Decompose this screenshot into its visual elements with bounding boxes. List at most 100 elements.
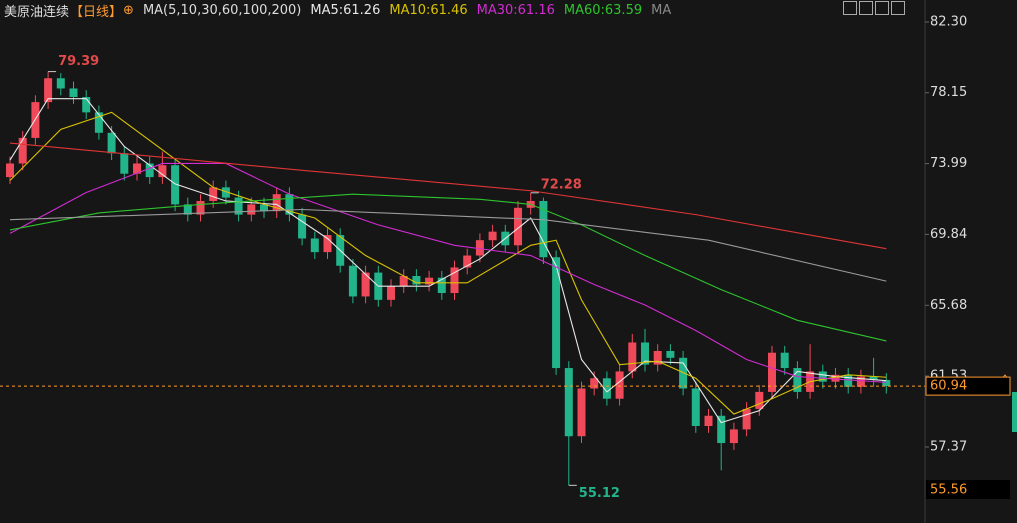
candle-body xyxy=(120,153,129,174)
edge-bar xyxy=(1012,392,1017,432)
candle-body xyxy=(247,204,256,215)
symbol: 美原油连续 xyxy=(4,4,70,20)
candle-body xyxy=(653,350,662,365)
candle-body xyxy=(107,132,116,154)
candle-body xyxy=(742,408,751,430)
candle-body xyxy=(260,204,268,212)
candle-body xyxy=(399,275,408,287)
candle-body xyxy=(729,429,738,444)
toolbar xyxy=(843,1,905,15)
y-tick-label: 73.99 xyxy=(930,156,967,171)
candle-body xyxy=(209,187,218,201)
candle-body xyxy=(183,204,192,215)
ma-line xyxy=(9,142,887,250)
last-price-box xyxy=(925,376,1011,396)
tool-button[interactable] xyxy=(891,1,905,15)
tool-button[interactable] xyxy=(843,1,857,15)
y-tick-label: 69.84 xyxy=(930,227,967,242)
candle-body xyxy=(310,238,319,253)
ma-line xyxy=(9,208,887,282)
period[interactable]: 【日线】 xyxy=(70,4,123,20)
candle-body xyxy=(171,165,180,205)
candle-body xyxy=(94,112,103,133)
ma-legend: MA5:61.26 xyxy=(310,2,381,18)
candle-body xyxy=(590,378,599,389)
tool-button[interactable] xyxy=(859,1,873,15)
candle-body xyxy=(628,342,637,372)
candle-body xyxy=(488,231,497,241)
low-marker-box xyxy=(926,480,1010,499)
candle-body xyxy=(437,277,446,294)
ma-legend: MA60:63.59 xyxy=(563,2,643,18)
candle-body xyxy=(793,368,802,392)
candle-body xyxy=(69,88,78,97)
candle-body xyxy=(145,163,154,178)
candle-body xyxy=(56,78,65,89)
tool-button[interactable] xyxy=(875,1,889,15)
settings-icon[interactable]: ⊕ xyxy=(123,2,134,18)
candle-body xyxy=(221,187,230,198)
header: 美原油连续 【日线】 ⊕ MA(5,10,30,60,100,200) MA5:… xyxy=(4,1,672,20)
ma-line xyxy=(9,98,887,424)
candle-body xyxy=(602,378,611,399)
candle-body xyxy=(196,200,205,215)
candle-body xyxy=(666,350,675,358)
candle-body xyxy=(831,374,840,382)
annotation: 55.12 xyxy=(579,486,620,501)
ma-line xyxy=(9,111,887,415)
candle-body xyxy=(18,137,27,164)
y-tick-label: 65.68 xyxy=(930,298,967,313)
candle-body xyxy=(615,371,624,399)
candle-body xyxy=(348,265,357,297)
candle-body xyxy=(755,391,764,409)
candle-body xyxy=(298,214,307,239)
candle-body xyxy=(641,342,649,365)
y-tick-label: 78.15 xyxy=(930,85,967,100)
last-price-label: 60.94 xyxy=(930,379,967,394)
y-tick-label: 82.30 xyxy=(930,14,967,29)
candle-body xyxy=(234,197,243,215)
candle-body xyxy=(463,255,472,268)
candle-body xyxy=(856,376,865,387)
y-tick-label: 57.37 xyxy=(930,439,967,454)
candle-body xyxy=(82,96,91,113)
candle-body xyxy=(361,272,370,297)
candle-body xyxy=(450,267,459,294)
candle-body xyxy=(564,368,573,437)
annotation: 72.28 xyxy=(541,177,582,192)
candle-body xyxy=(412,275,421,285)
candle-body xyxy=(552,257,561,369)
candle-body xyxy=(323,235,332,253)
candle-body xyxy=(869,376,878,380)
candle-body xyxy=(272,194,281,212)
candle-body xyxy=(691,388,700,427)
candle-body xyxy=(844,374,853,387)
annotation: 79.39 xyxy=(58,54,99,69)
candle-body xyxy=(133,163,141,174)
candle-body xyxy=(539,200,548,258)
candle-body xyxy=(882,379,891,387)
candle-body xyxy=(6,163,14,178)
candle-body xyxy=(44,78,53,103)
candle-body xyxy=(514,207,522,246)
low-marker-label: 55.56 xyxy=(930,483,967,498)
indicator[interactable]: MA(5,10,30,60,100,200) xyxy=(142,2,302,18)
candle-body xyxy=(425,277,434,285)
candle-body xyxy=(768,352,776,392)
candle-body xyxy=(285,194,294,215)
ma-legend: MA30:61.16 xyxy=(476,2,555,18)
candle-body xyxy=(780,352,789,369)
ma-extra: MA xyxy=(651,2,672,18)
ma-legend: MA10:61.46 xyxy=(389,2,468,18)
candle-body xyxy=(577,388,586,437)
candle-body xyxy=(387,286,395,300)
candle-body xyxy=(717,415,726,444)
ma-line xyxy=(9,162,887,383)
candle-body xyxy=(475,240,484,256)
candle-body xyxy=(158,165,167,178)
candle-body xyxy=(818,371,827,382)
candle-body xyxy=(704,415,713,427)
ma-line xyxy=(9,193,887,342)
